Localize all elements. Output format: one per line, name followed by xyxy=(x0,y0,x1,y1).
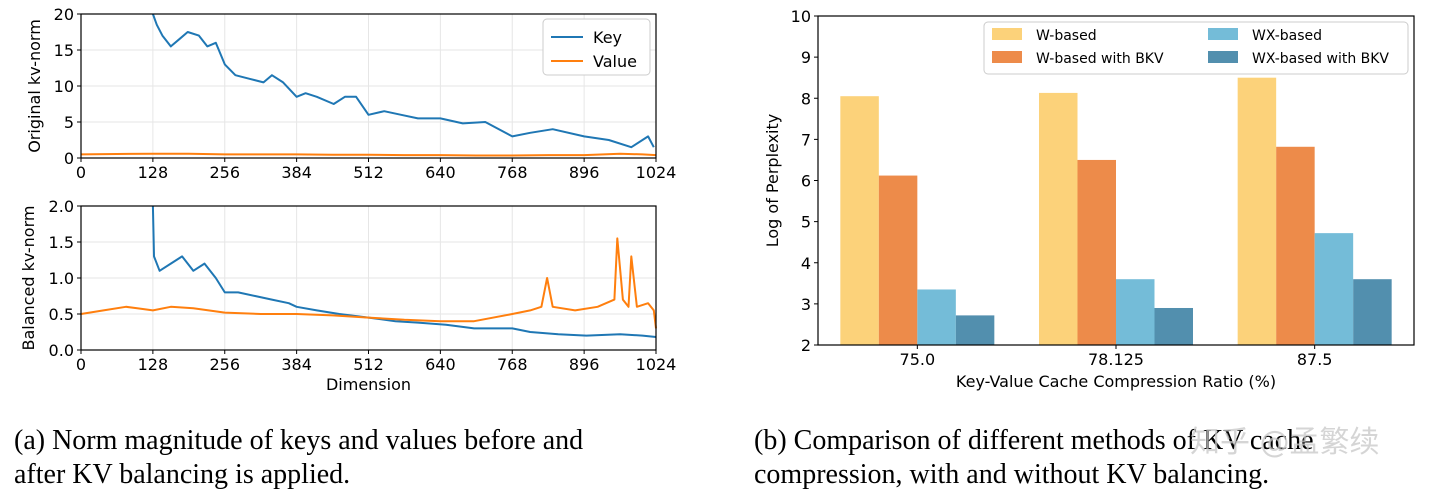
y-tick-label: 4 xyxy=(801,254,811,273)
legend-label-wx-based: WX-based xyxy=(1252,28,1322,44)
x-axis-label: Key-Value Cache Compression Ratio (%) xyxy=(956,372,1276,391)
caption-a-line2: after KV balancing is applied. xyxy=(14,459,350,490)
x-tick-label: 768 xyxy=(497,355,528,374)
x-tick-label: 87.5 xyxy=(1297,350,1333,369)
y-axis-label: Log of Perplexity xyxy=(763,114,782,248)
legend-swatch-wx-based xyxy=(1208,28,1238,40)
bar-wx-based-78.125 xyxy=(1116,279,1155,345)
legend-label-key: Key xyxy=(593,28,622,47)
caption-b-line1: (b) Comparison of different methods of K… xyxy=(754,425,1314,456)
x-tick-label: 512 xyxy=(353,163,384,182)
bar-w-based-with-bkv-87.5 xyxy=(1276,146,1315,345)
x-tick-label: 768 xyxy=(497,163,528,182)
x-axis-label: Dimension xyxy=(326,375,411,394)
y-tick-label: 10 xyxy=(791,7,811,26)
y-tick-label: 3 xyxy=(801,295,811,314)
x-tick-label: 256 xyxy=(209,163,240,182)
x-tick-label: 78.125 xyxy=(1088,350,1144,369)
series-line-value xyxy=(80,237,657,329)
y-tick-label: 7 xyxy=(801,130,811,149)
y-tick-label: 8 xyxy=(801,89,811,108)
series-line-key xyxy=(151,13,655,149)
legend-label-w-based-with-bkv: W-based with BKV xyxy=(1036,51,1164,67)
balanced-norm-plot: 0 128 256 384 512 640 768 896 1024 0.0 0.5 1.0 1.5 2.… xyxy=(19,197,676,394)
y-tick-label: 20 xyxy=(54,5,74,24)
y-axis-label: Original kv-norm xyxy=(25,19,44,153)
y-tick-label: 1.0 xyxy=(49,269,74,288)
bar-w-based-78.125 xyxy=(1039,92,1078,345)
x-tick-label: 512 xyxy=(353,355,384,374)
x-tick-label: 128 xyxy=(138,163,169,182)
x-tick-label: 75.0 xyxy=(900,350,936,369)
y-tick-label: 1.5 xyxy=(49,233,74,252)
y-tick-label: 6 xyxy=(801,172,811,191)
bar-w-based-with-bkv-75.0 xyxy=(878,175,918,345)
y-tick-label: 0.0 xyxy=(49,341,74,360)
legend-swatch-wx-based-with-bkv xyxy=(1208,51,1238,63)
watermark: 知乎 @孟繁续 xyxy=(1190,425,1380,460)
series-line-key xyxy=(151,205,657,338)
bar-wx-based-with-bkv-75.0 xyxy=(955,315,995,345)
legend-swatch-w-based xyxy=(992,28,1022,40)
bar-w-based-87.5 xyxy=(1237,77,1277,345)
y-tick-label: 15 xyxy=(54,41,74,60)
x-tick-label: 0 xyxy=(76,163,86,182)
x-tick-label: 384 xyxy=(281,355,312,374)
y-tick-label: 5 xyxy=(64,113,74,132)
legend-swatch-w-based-with-bkv xyxy=(992,51,1022,63)
y-tick-label: 2.0 xyxy=(49,197,74,216)
x-tick-label: 896 xyxy=(569,163,600,182)
x-tick-label: 0 xyxy=(76,355,86,374)
bar-w-based-75.0 xyxy=(840,96,879,345)
series-line-value xyxy=(80,152,657,157)
x-tick-label: 896 xyxy=(569,355,600,374)
bar-wx-based-75.0 xyxy=(917,289,956,345)
perplexity-bar-chart: 75.0 78.125 87.5 2 3 4 5 6 7 8 9 10 Log of Perplexit… xyxy=(763,7,1415,391)
x-tick-label: 256 xyxy=(209,355,240,374)
x-tick-label: 640 xyxy=(425,355,456,374)
caption-a-line1: (a) Norm magnitude of keys and values be… xyxy=(14,425,583,456)
legend-label-w-based: W-based xyxy=(1036,28,1097,44)
caption-b-line2: compression, with and without KV balanci… xyxy=(754,459,1269,490)
y-tick-label: 10 xyxy=(54,77,74,96)
y-tick-label: 2 xyxy=(801,336,811,355)
legend-label-value: Value xyxy=(593,52,637,71)
y-tick-label: 0.5 xyxy=(49,305,74,324)
y-axis-label: Balanced kv-norm xyxy=(19,206,38,351)
x-tick-label: 1024 xyxy=(636,163,677,182)
x-tick-label: 1024 xyxy=(636,355,677,374)
bar-wx-based-with-bkv-78.125 xyxy=(1154,307,1193,345)
y-tick-label: 0 xyxy=(64,149,74,168)
y-tick-label: 9 xyxy=(801,48,811,67)
original-norm-plot: 0 128 256 384 512 640 768 896 1024 0 5 10 15 20 Origin… xyxy=(25,5,676,182)
bar-wx-based-with-bkv-87.5 xyxy=(1353,279,1392,345)
x-tick-label: 128 xyxy=(138,355,169,374)
x-tick-label: 384 xyxy=(281,163,312,182)
x-tick-label: 640 xyxy=(425,163,456,182)
legend-box xyxy=(983,21,1409,75)
y-tick-label: 5 xyxy=(801,213,811,232)
legend-label-wx-based-with-bkv: WX-based with BKV xyxy=(1252,51,1389,67)
bar-w-based-with-bkv-78.125 xyxy=(1077,159,1116,345)
bar-wx-based-87.5 xyxy=(1314,233,1354,345)
